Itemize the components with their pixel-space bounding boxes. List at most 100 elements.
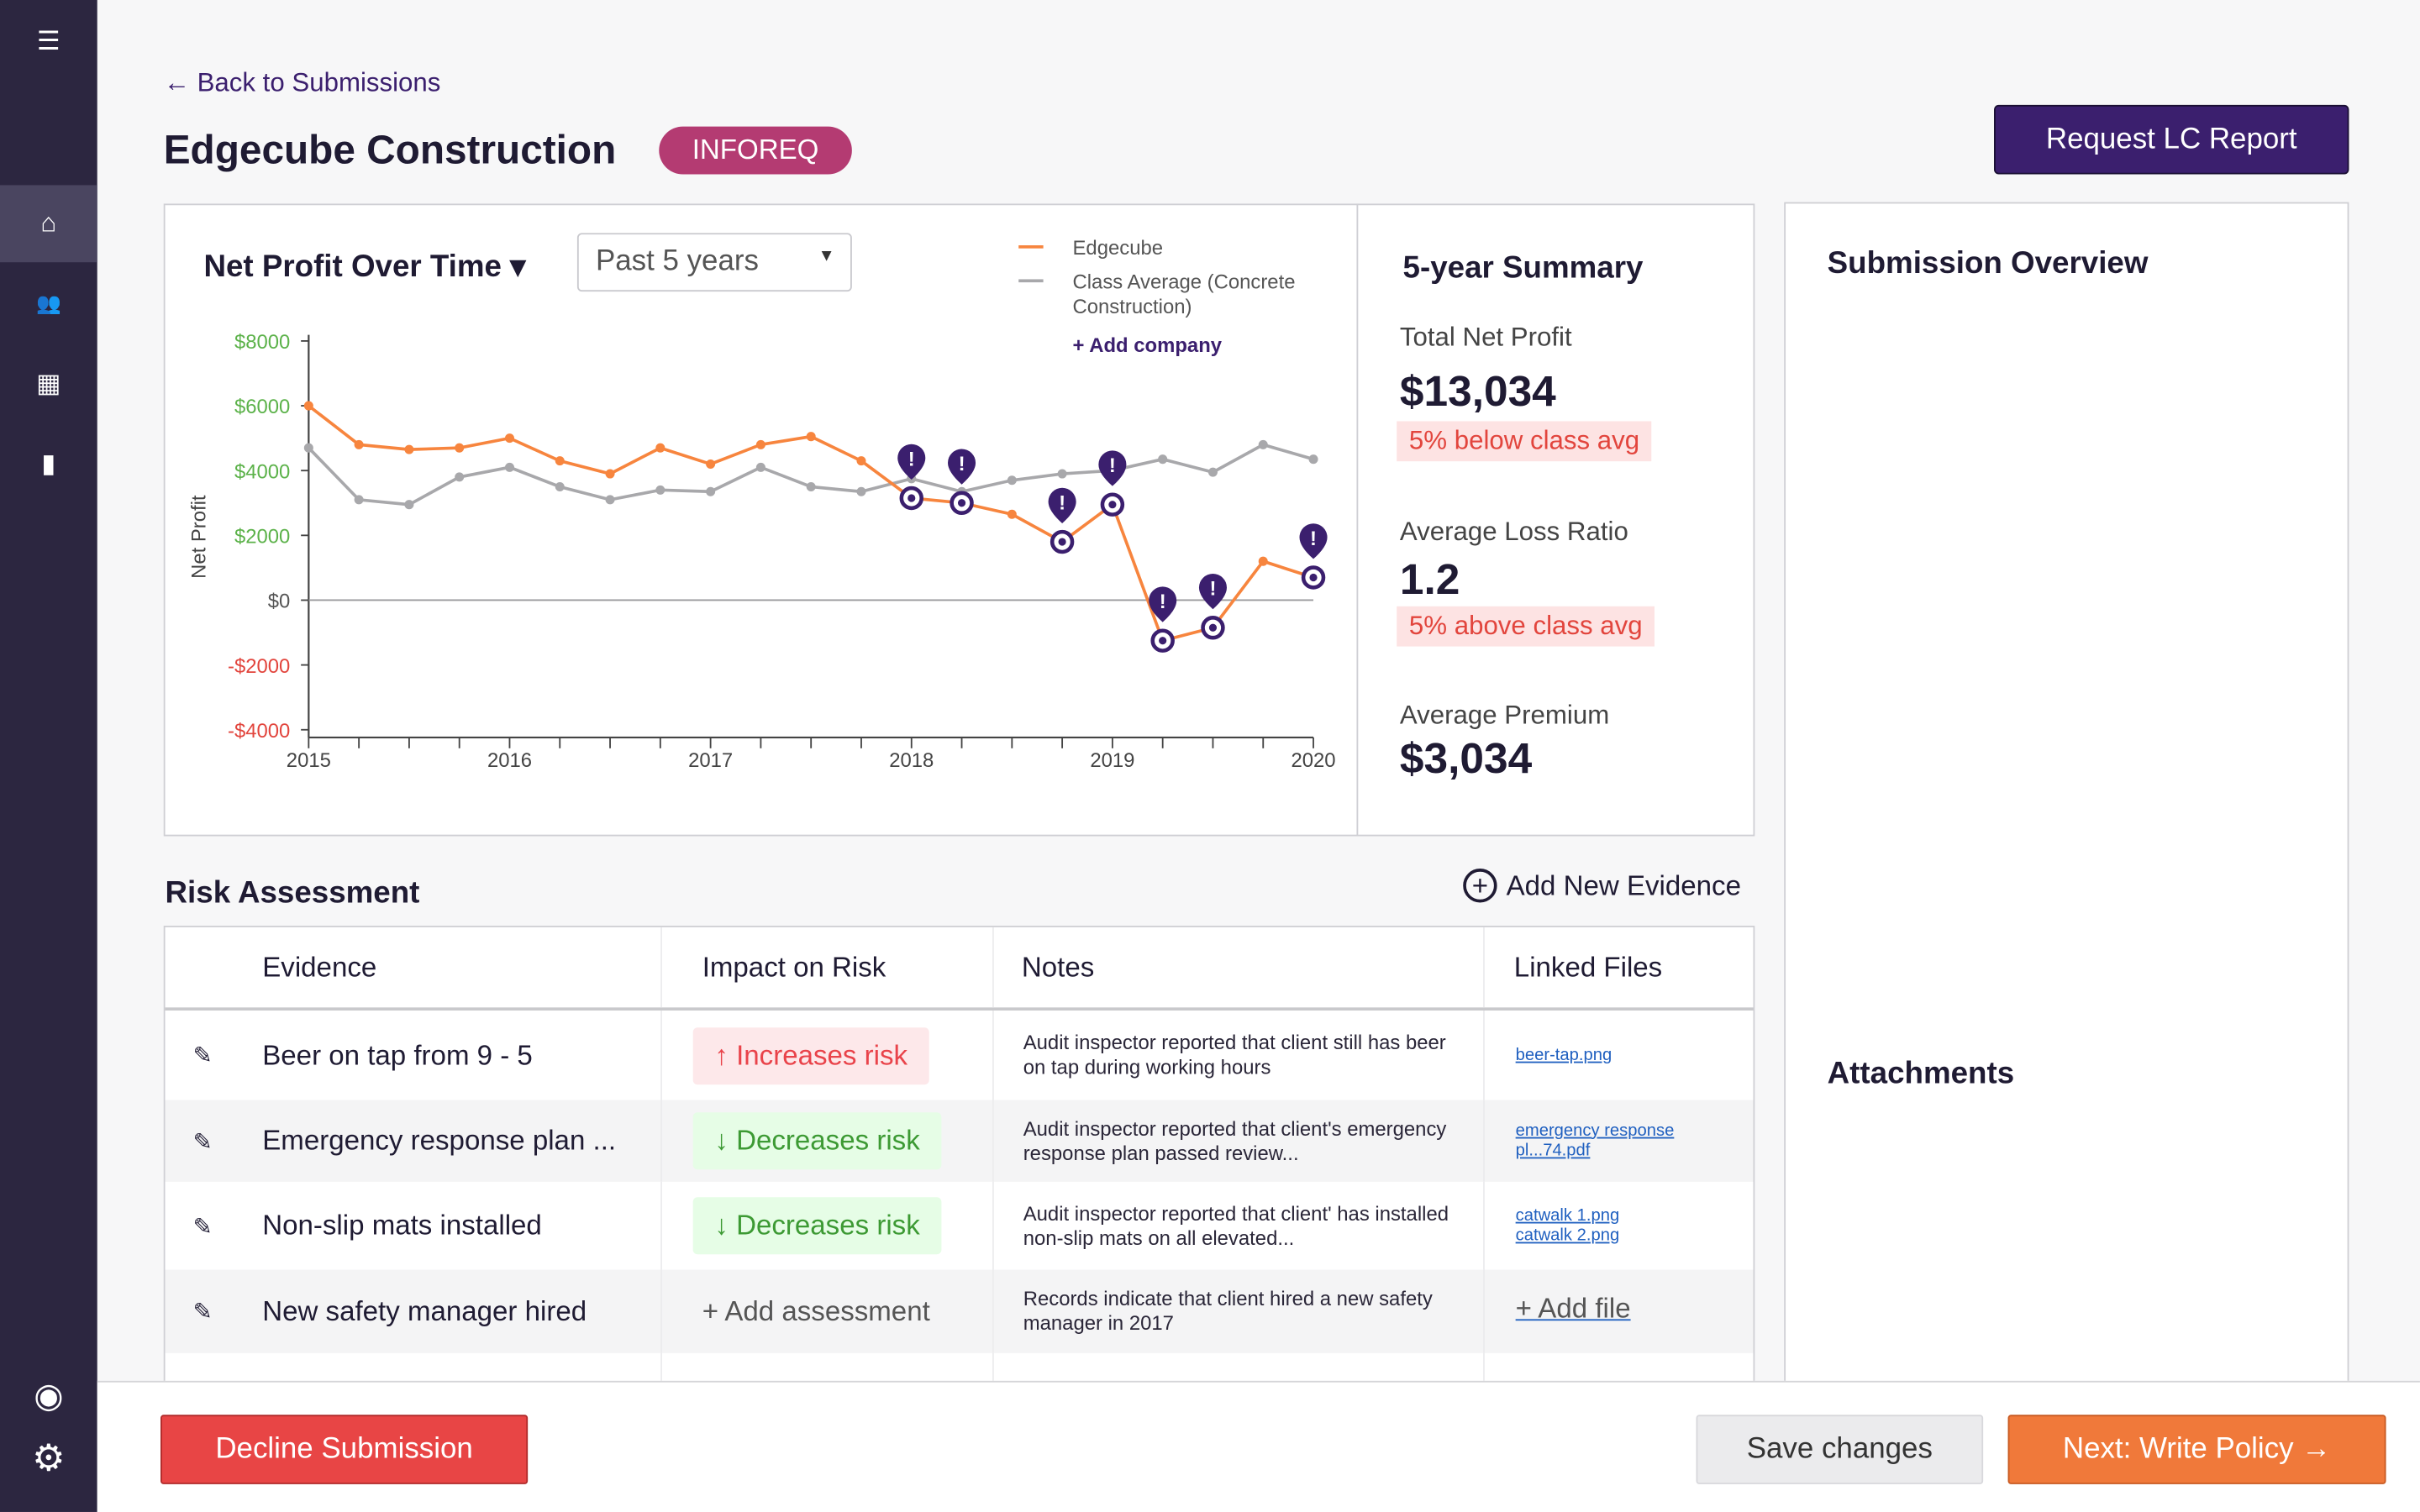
data-point bbox=[303, 443, 313, 453]
submission-overview-title: Submission Overview bbox=[1827, 246, 2149, 281]
column-header-evidence: Evidence bbox=[262, 951, 377, 983]
status-badge: INFOREQ bbox=[659, 126, 852, 175]
alert-exclamation-icon: ! bbox=[959, 453, 965, 475]
edit-pencil-icon[interactable]: ✎ bbox=[192, 1299, 213, 1326]
average-loss-ratio: 1.2 bbox=[1399, 555, 1460, 604]
impact-cell: ↓ Decreases risk bbox=[660, 1100, 992, 1182]
back-to-submissions-link[interactable]: ← Back to Submissions bbox=[163, 67, 441, 97]
summary-title: 5-year Summary bbox=[1402, 251, 1644, 286]
home-icon[interactable]: ⌂ bbox=[0, 185, 97, 263]
evidence-cell: ✎ Emergency response plan ... bbox=[166, 1100, 661, 1182]
table-row bbox=[166, 1352, 1754, 1388]
x-tick-label: 2016 bbox=[487, 749, 532, 772]
data-point bbox=[504, 433, 514, 444]
divider bbox=[1356, 203, 1359, 837]
data-point bbox=[354, 495, 364, 505]
data-point bbox=[755, 462, 765, 472]
linked-files-cell: + Add file bbox=[1483, 1269, 1753, 1353]
flagged-point-center bbox=[1208, 623, 1218, 632]
alert-exclamation-icon: ! bbox=[908, 448, 915, 470]
settings-icon[interactable]: ⚙ bbox=[32, 1436, 66, 1479]
y-tick-label: $6000 bbox=[234, 396, 290, 418]
data-point bbox=[1258, 439, 1268, 449]
impact-cell: ↑ Increases risk bbox=[660, 1011, 992, 1100]
page-title: Edgecube Construction bbox=[163, 126, 617, 173]
linked-file-link[interactable]: catwalk 2.png bbox=[1515, 1226, 1620, 1245]
clipboard-icon[interactable]: ▮ bbox=[41, 449, 56, 479]
x-tick-label: 2020 bbox=[1291, 749, 1335, 772]
add-new-evidence-label: Add New Evidence bbox=[1506, 869, 1741, 900]
alert-marker-icon bbox=[1198, 573, 1227, 610]
data-point bbox=[555, 456, 565, 466]
data-point bbox=[303, 401, 313, 411]
add-company-link[interactable]: + Add company bbox=[1072, 333, 1223, 357]
alert-marker-icon bbox=[948, 449, 976, 485]
y-tick-label: -$2000 bbox=[228, 655, 290, 678]
impact-cell: + Add assessment bbox=[660, 1269, 992, 1353]
linked-file-link[interactable]: emergency response pl...74.pdf bbox=[1515, 1121, 1675, 1160]
data-point bbox=[1007, 475, 1017, 486]
evidence-cell: ✎ Non-slip mats installed bbox=[166, 1182, 661, 1270]
save-changes-button[interactable]: Save changes bbox=[1696, 1415, 1984, 1484]
chevron-down-icon: ▼ bbox=[818, 246, 835, 265]
impact-badge: ↑ Increases risk bbox=[692, 1026, 929, 1084]
chart-metric-dropdown[interactable]: Net Profit Over Time ▾ bbox=[203, 249, 526, 284]
users-icon[interactable]: 👥 bbox=[35, 291, 61, 315]
data-point bbox=[1258, 556, 1268, 566]
menu-icon[interactable]: ☰ bbox=[36, 26, 60, 56]
evidence-text: New safety manager hired bbox=[262, 1294, 587, 1326]
data-point bbox=[404, 500, 414, 510]
linked-files-cell: catwalk 1.png catwalk 2.png bbox=[1483, 1181, 1753, 1270]
request-lc-report-button[interactable]: Request LC Report bbox=[1994, 104, 2349, 175]
edit-pencil-icon[interactable]: ✎ bbox=[192, 1213, 213, 1240]
evidence-cell: ✎ Beer on tap from 9 - 5 bbox=[166, 1011, 661, 1100]
table-header: Evidence Impact on Risk Notes Linked Fil… bbox=[165, 927, 1754, 1011]
chart-card bbox=[163, 203, 1755, 837]
flagged-point-center bbox=[1108, 501, 1117, 509]
alert-marker-icon bbox=[897, 444, 926, 480]
data-point bbox=[455, 443, 465, 453]
note-text: Audit inspector reported that client' ha… bbox=[1023, 1200, 1449, 1249]
add-file-button[interactable]: + Add file bbox=[1515, 1293, 1631, 1324]
alert-exclamation-icon: ! bbox=[1059, 491, 1065, 514]
column-header-impact: Impact on Risk bbox=[660, 927, 992, 1008]
flagged-point-center bbox=[908, 494, 916, 502]
y-axis-label: Net Profit bbox=[187, 495, 210, 579]
linked-file-link[interactable]: beer-tap.png bbox=[1515, 1045, 1612, 1064]
alert-marker-icon bbox=[1299, 523, 1328, 559]
summary-label: Average Premium bbox=[1399, 700, 1610, 730]
range-select-value: Past 5 years bbox=[595, 245, 759, 278]
calculator-icon[interactable]: ▦ bbox=[36, 368, 61, 398]
average-premium: $3,034 bbox=[1399, 734, 1533, 783]
attachments-title: Attachments bbox=[1827, 1057, 2015, 1091]
data-point bbox=[1057, 469, 1067, 479]
add-assessment-button[interactable]: + Add assessment bbox=[702, 1294, 930, 1326]
x-tick-label: 2017 bbox=[688, 749, 733, 772]
alert-marker-icon bbox=[1149, 586, 1177, 622]
alert-marker-icon bbox=[1048, 487, 1076, 524]
range-select[interactable]: Past 5 years ▼ bbox=[576, 233, 852, 292]
data-point bbox=[605, 495, 615, 505]
data-point bbox=[755, 439, 765, 449]
plus-circle-icon: + bbox=[1463, 869, 1497, 903]
data-point bbox=[504, 462, 514, 472]
next-write-policy-button[interactable]: Next: Write Policy → bbox=[2007, 1415, 2386, 1484]
data-point bbox=[555, 481, 565, 491]
data-point bbox=[706, 486, 716, 496]
linked-file-link[interactable]: catwalk 1.png bbox=[1515, 1205, 1620, 1225]
data-point bbox=[706, 459, 716, 469]
risk-assessment-title: Risk Assessment bbox=[165, 876, 420, 911]
data-point bbox=[404, 444, 414, 454]
account-icon[interactable]: ◉ bbox=[34, 1376, 64, 1415]
add-new-evidence-button[interactable]: + Add New Evidence bbox=[1463, 869, 1741, 903]
flagged-point-center bbox=[1159, 637, 1167, 645]
x-tick-label: 2018 bbox=[889, 749, 934, 772]
table-row: ✎ Emergency response plan ... ↓ Decrease… bbox=[165, 1100, 1754, 1182]
edit-pencil-icon[interactable]: ✎ bbox=[192, 1128, 213, 1155]
alert-exclamation-icon: ! bbox=[1109, 454, 1116, 477]
table-row: ✎ New safety manager hired + Add assessm… bbox=[165, 1269, 1754, 1353]
decline-submission-button[interactable]: Decline Submission bbox=[160, 1415, 529, 1484]
footer-bar: Decline Submission Save changes Next: Wr… bbox=[97, 1380, 2420, 1512]
edit-pencil-icon[interactable]: ✎ bbox=[192, 1042, 213, 1069]
